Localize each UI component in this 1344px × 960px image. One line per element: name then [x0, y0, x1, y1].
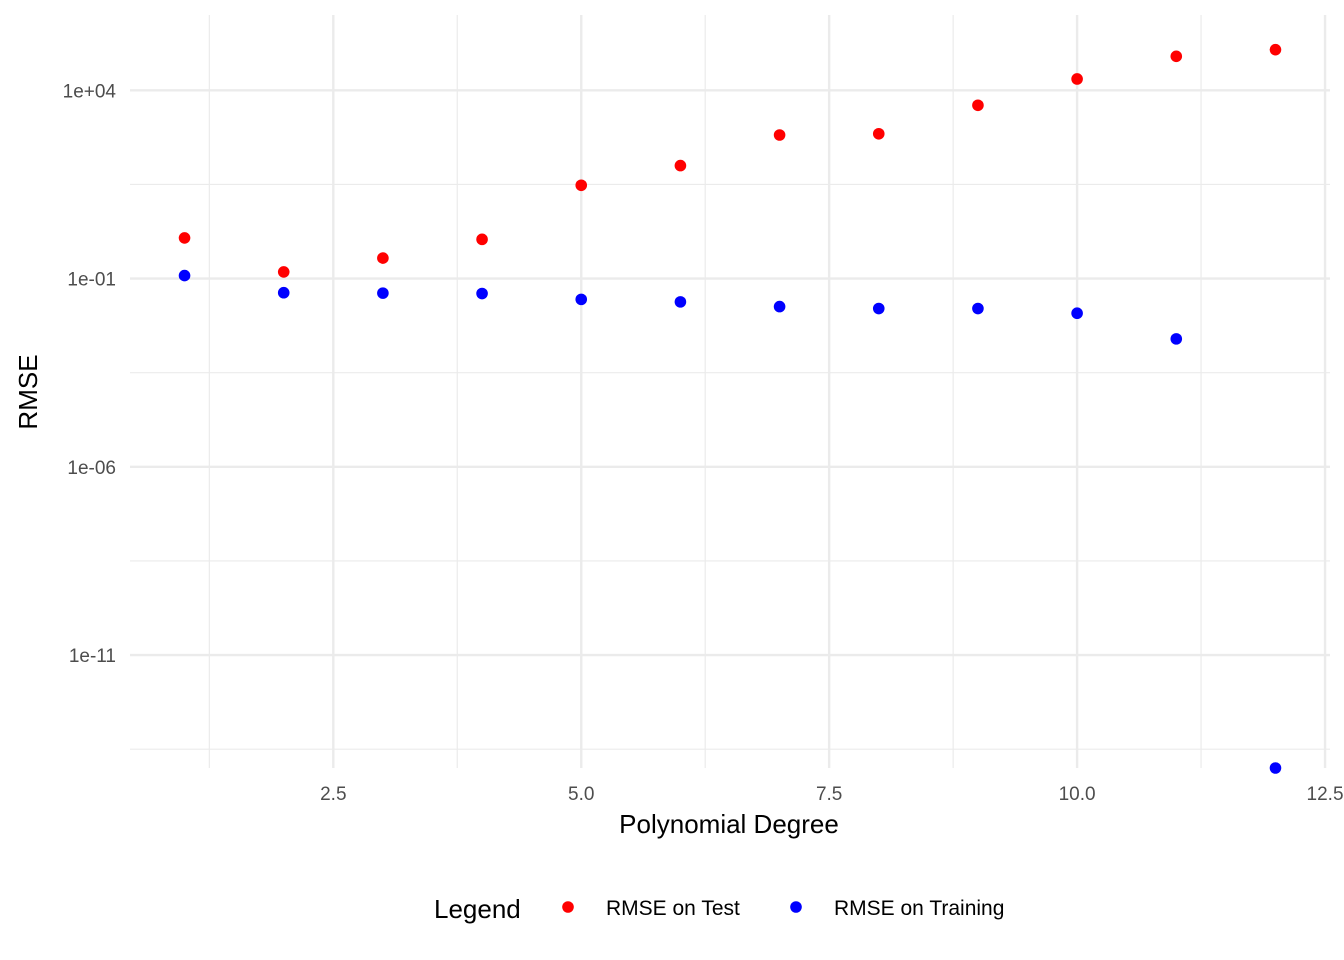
- point-rmse-on-training: [277, 286, 290, 299]
- point-rmse-on-test: [476, 233, 488, 246]
- point-rmse-on-training: [178, 269, 191, 282]
- point-rmse-on-test: [872, 127, 885, 140]
- y-tick-labels: 1e+04 1e-01 1e-06 1e-11: [63, 81, 117, 667]
- legend-title: Legend: [434, 894, 521, 924]
- x-tick-label: 10.0: [1059, 784, 1096, 805]
- y-tick-label: 1e-01: [67, 270, 116, 291]
- point-rmse-on-test: [277, 266, 290, 278]
- point-rmse-on-test: [575, 179, 588, 192]
- x-tick-label: 7.5: [816, 784, 842, 805]
- legend-key-test: [562, 901, 574, 913]
- data-points: [178, 43, 1282, 774]
- point-rmse-on-test: [377, 252, 389, 264]
- point-rmse-on-training: [773, 300, 786, 313]
- y-tick-label: 1e+04: [63, 81, 117, 102]
- x-axis-title: Polynomial Degree: [619, 809, 839, 839]
- point-rmse-on-test: [1071, 73, 1083, 85]
- y-tick-label: 1e-11: [69, 646, 116, 667]
- legend: Legend RMSE on Test RMSE on Training: [434, 894, 1004, 924]
- point-rmse-on-test: [1269, 43, 1282, 56]
- point-rmse-on-test: [674, 159, 687, 172]
- x-tick-labels: 2.5 5.0 7.5 10.0 12.5: [320, 784, 1343, 805]
- point-rmse-on-training: [575, 293, 588, 306]
- point-rmse-on-training: [1170, 333, 1183, 345]
- point-rmse-on-training: [972, 302, 984, 315]
- point-rmse-on-training: [674, 296, 687, 308]
- gridlines: [130, 15, 1330, 768]
- legend-key-training: [790, 901, 802, 913]
- point-rmse-on-test: [972, 99, 984, 112]
- point-rmse-on-training: [377, 287, 389, 299]
- x-tick-label: 12.5: [1307, 784, 1344, 805]
- x-tick-label: 2.5: [320, 784, 346, 805]
- point-rmse-on-training: [1071, 307, 1083, 320]
- point-rmse-on-training: [872, 302, 885, 315]
- point-rmse-on-training: [476, 287, 488, 300]
- legend-label-test: RMSE on Test: [606, 897, 740, 920]
- point-rmse-on-test: [178, 232, 191, 244]
- legend-label-training: RMSE on Training: [834, 897, 1004, 920]
- x-tick-label: 5.0: [568, 784, 594, 805]
- point-rmse-on-test: [773, 129, 786, 141]
- y-tick-label: 1e-06: [67, 458, 116, 479]
- y-axis-title: RMSE: [13, 354, 43, 429]
- point-rmse-on-test: [1170, 50, 1183, 63]
- point-rmse-on-training: [1269, 762, 1282, 774]
